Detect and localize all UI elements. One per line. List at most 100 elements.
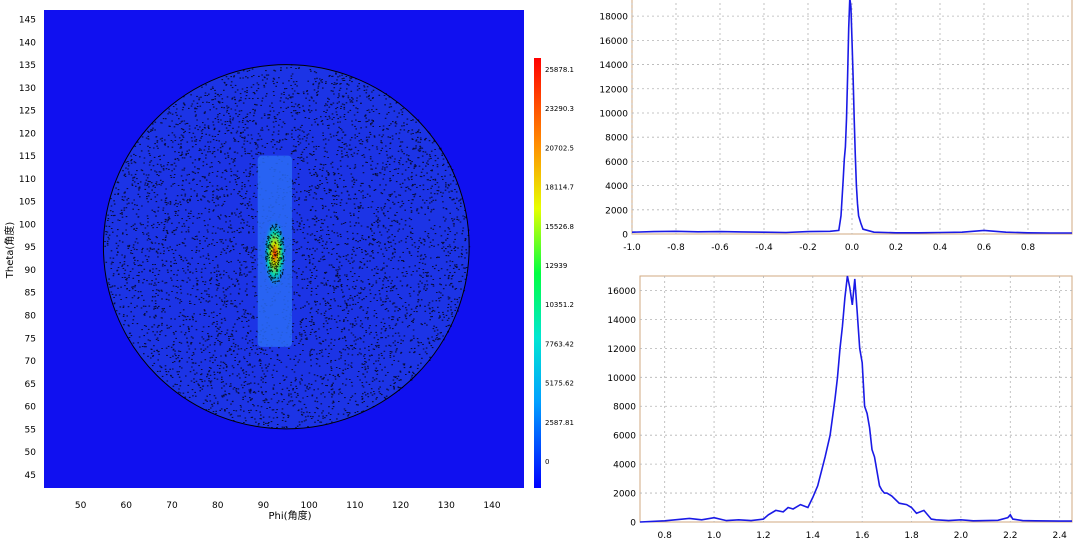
y-tick-label: 8000	[605, 134, 628, 144]
colorbar-tick-label: 23290.3	[545, 105, 574, 113]
colorbar-tick-label: 25878.1	[545, 66, 574, 74]
x-tick-label: -0.8	[667, 243, 685, 253]
bottom-chart-y-ticks: 0 2000 4000 6000 8000 10000 12000 14000 16000	[607, 287, 636, 529]
heatmap-x-tick-label: 140	[483, 501, 500, 511]
colorbar-tick-label: 2587.81	[545, 419, 574, 427]
bottom-line-chart: 0 2000 4000 6000 8000 10000 12000 14000 16000 0.…	[607, 275, 1073, 541]
heatmap-y-ticks: 45 50 55 60 65 70 75 80 85 90 95 100 105 110 115 120 125…	[19, 16, 36, 481]
bottom-chart-grid	[640, 276, 1072, 522]
x-tick-label: -0.6	[711, 243, 729, 253]
y-tick-label: 16000	[599, 37, 628, 47]
heatmap-x-tick-label: 70	[166, 501, 178, 511]
x-tick-label: 1.0	[707, 531, 722, 541]
heatmap-x-tick-label: 120	[392, 501, 409, 511]
x-tick-label: -1.0	[623, 243, 641, 253]
colorbar-tick-label: 7763.42	[545, 340, 574, 348]
heatmap-y-tick-label: 130	[19, 84, 36, 94]
y-tick-label: 18000	[599, 13, 628, 23]
colorbar-tick-label: 15526.8	[545, 223, 574, 231]
heatmap-y-tick-label: 110	[19, 175, 36, 185]
heatmap-y-tick-label: 100	[19, 220, 36, 230]
heatmap-y-tick-label: 75	[25, 334, 36, 344]
heatmap-y-tick-label: 70	[25, 357, 37, 367]
bottom-chart-x-ticks: 0.8 1.0 1.2 1.4 1.6 1.8 2.0 2.2 2.4	[658, 531, 1068, 541]
x-tick-label: -0.2	[799, 243, 817, 253]
heatmap-x-ticks: 50 60 70 80 90 100 110 120 130 140	[75, 501, 501, 511]
top-chart-y-ticks: 0 2000 4000 6000 8000 10000 12000 14000 16000 180…	[599, 13, 628, 241]
heatmap-y-tick-label: 65	[25, 380, 36, 390]
x-tick-label: 1.6	[855, 531, 870, 541]
heatmap-y-tick-label: 95	[25, 243, 36, 253]
top-chart-series-line	[631, 0, 1072, 234]
y-tick-label: 14000	[607, 316, 636, 326]
y-tick-label: 10000	[607, 374, 636, 384]
x-tick-label: 0.8	[658, 531, 673, 541]
x-tick-label: 2.4	[1052, 531, 1067, 541]
x-tick-label: 0.4	[933, 243, 948, 253]
colorbar-tick-labels: 25878.1 23290.3 20702.5 18114.7 15526.8 12939…	[545, 66, 574, 466]
colorbar-tick-label: 0	[545, 458, 549, 466]
heatmap-disk-layer	[102, 64, 471, 430]
x-tick-label: 2.2	[1003, 531, 1017, 541]
y-tick-label: 6000	[613, 432, 636, 442]
colorbar-tick-label: 18114.7	[545, 184, 574, 192]
colorbar-tick-label: 10351.2	[545, 301, 574, 309]
y-tick-label: 12000	[599, 85, 628, 95]
x-tick-label: 0.8	[1021, 243, 1036, 253]
top-chart-x-ticks: -1.0 -0.8 -0.6 -0.4 -0.2 0.0 0.2 0.4 0.6 0.8	[623, 243, 1035, 253]
bottom-chart-series-line	[639, 275, 1072, 523]
colorbar-tick-label: 5175.62	[545, 380, 574, 388]
x-tick-label: 0.0	[845, 243, 860, 253]
heatmap-x-axis-label: Phi(角度)	[269, 509, 312, 522]
heatmap-x-tick-label: 90	[258, 501, 270, 511]
y-tick-label: 4000	[613, 461, 636, 471]
heatmap-y-tick-label: 60	[25, 403, 37, 413]
heatmap-x-tick-label: 100	[301, 501, 318, 511]
heatmap-y-tick-label: 120	[19, 129, 36, 139]
x-tick-label: 1.4	[806, 531, 821, 541]
heatmap-x-tick-label: 50	[75, 501, 87, 511]
x-tick-label: 2.0	[954, 531, 969, 541]
y-tick-label: 6000	[605, 158, 628, 168]
y-tick-label: 14000	[599, 61, 628, 71]
x-tick-label: 1.8	[904, 531, 919, 541]
heatmap-y-tick-label: 105	[19, 198, 36, 208]
heatmap-contour-speckle	[104, 64, 471, 429]
top-chart-grid	[631, 0, 1072, 234]
y-tick-label: 4000	[605, 182, 628, 192]
y-tick-label: 0	[630, 519, 636, 529]
y-tick-label: 2000	[613, 490, 636, 500]
hotspot-contour-speckle	[265, 223, 286, 284]
y-tick-label: 10000	[599, 109, 628, 119]
y-tick-label: 8000	[613, 403, 636, 413]
y-tick-label: 2000	[605, 206, 628, 216]
heatmap-x-tick-label: 60	[121, 501, 133, 511]
heatmap-y-tick-label: 145	[19, 16, 36, 26]
phi-theta-heatmap: 45 50 55 60 65 70 75 80 85 90 95 100 105 110 115 120 125…	[3, 10, 524, 522]
heatmap-y-tick-label: 45	[25, 471, 36, 481]
heatmap-y-tick-label: 90	[25, 266, 37, 276]
y-tick-label: 16000	[607, 287, 636, 297]
heatmap-x-tick-label: 130	[438, 501, 455, 511]
heatmap-y-tick-label: 125	[19, 107, 36, 117]
heatmap-y-tick-label: 80	[25, 312, 37, 322]
colorbar-tick-label: 12939	[545, 262, 567, 270]
x-tick-label: 0.6	[977, 243, 992, 253]
heatmap-x-tick-label: 110	[346, 501, 363, 511]
heatmap-y-tick-label: 135	[19, 61, 36, 71]
y-tick-label: 12000	[607, 345, 636, 355]
heatmap-y-tick-label: 115	[19, 152, 36, 162]
heatmap-hotspot	[262, 217, 287, 290]
bottom-chart-plot-area	[639, 275, 1073, 523]
heatmap-x-tick-label: 80	[212, 501, 224, 511]
colorbar-gradient	[534, 58, 541, 488]
y-tick-label: 0	[622, 231, 628, 241]
x-tick-label: 1.2	[756, 531, 770, 541]
x-tick-label: 0.2	[889, 243, 903, 253]
heatmap-y-axis-label: Theta(角度)	[3, 222, 16, 280]
heatmap-y-tick-label: 50	[25, 448, 37, 458]
top-line-chart: 0 2000 4000 6000 8000 10000 12000 14000 16000 180…	[599, 0, 1073, 253]
heatmap-colorbar: 25878.1 23290.3 20702.5 18114.7 15526.8 12939…	[534, 58, 574, 488]
heatmap-y-tick-label: 140	[19, 38, 36, 48]
